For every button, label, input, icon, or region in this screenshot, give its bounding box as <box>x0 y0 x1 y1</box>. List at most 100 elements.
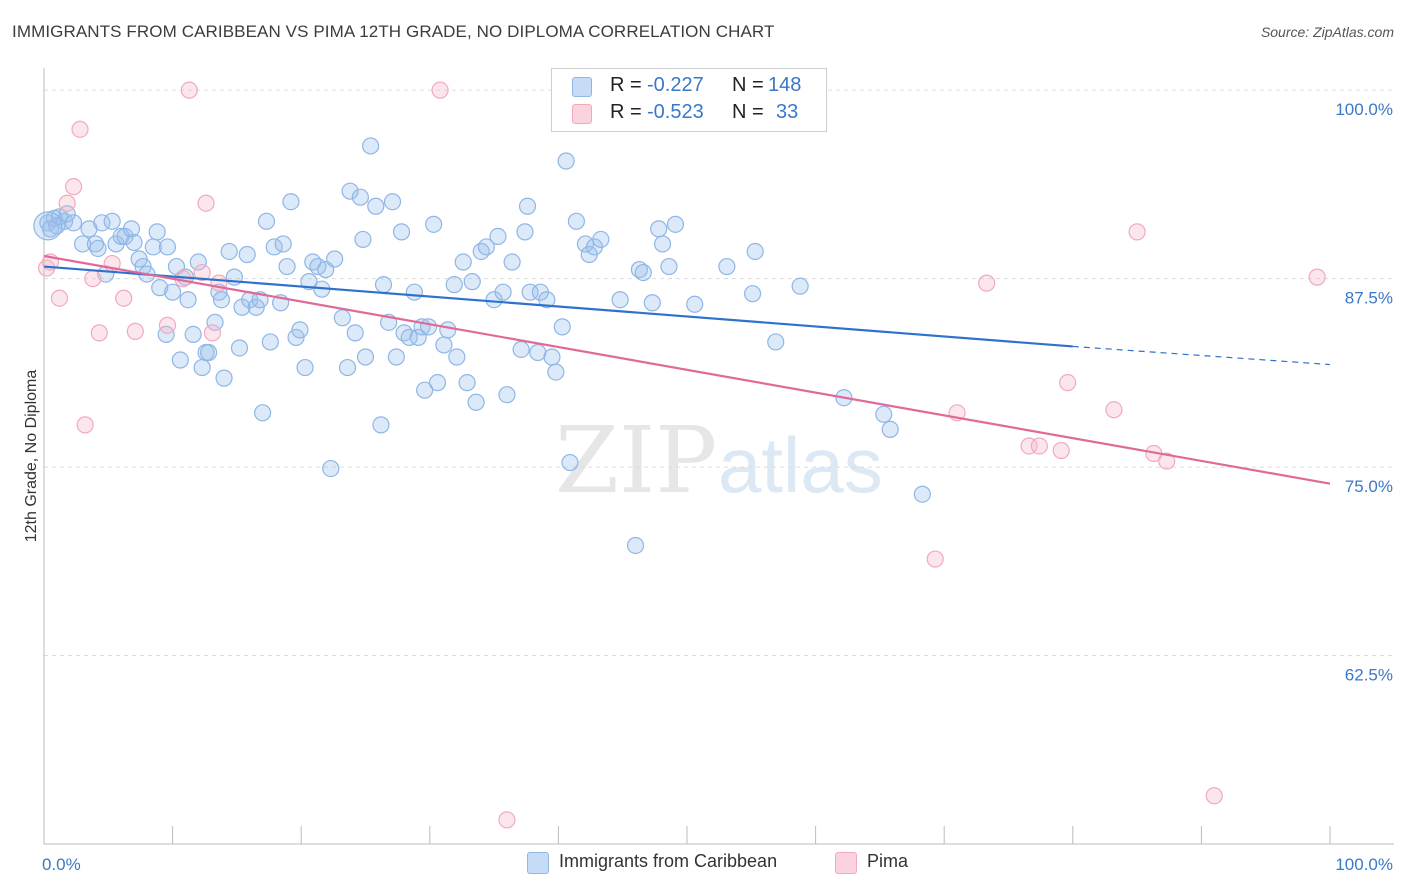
legend-swatch-pink <box>572 104 592 124</box>
data-point-caribbean <box>257 212 276 230</box>
data-point-caribbean <box>518 197 537 215</box>
bottom-legend-label: Pima <box>867 851 909 871</box>
watermark-zip: ZIP <box>555 407 717 514</box>
data-point-caribbean <box>278 257 296 276</box>
data-point-pima <box>1128 223 1146 241</box>
data-point-caribbean <box>274 235 292 253</box>
data-point-caribbean <box>791 277 809 295</box>
legend-r-label: R = <box>610 74 642 96</box>
data-point-caribbean <box>184 325 202 343</box>
data-point-pima <box>926 550 944 568</box>
data-point-caribbean <box>179 291 197 309</box>
data-point-caribbean <box>215 369 233 387</box>
data-point-caribbean <box>477 238 495 256</box>
data-point-caribbean <box>653 235 672 253</box>
data-point-pima <box>64 178 83 196</box>
data-point-caribbean <box>553 318 571 336</box>
trendline-caribbean-extension <box>1072 345 1331 366</box>
legend-r-value: -0.227 <box>647 74 704 96</box>
data-point-caribbean <box>125 233 143 252</box>
data-point-caribbean <box>346 324 364 342</box>
data-point-pima <box>193 263 211 282</box>
chart-title: IMMIGRANTS FROM CARIBBEAN VS PIMA 12TH G… <box>12 22 775 41</box>
data-point-caribbean <box>230 339 249 357</box>
data-point-caribbean <box>265 238 283 256</box>
data-point-caribbean <box>634 263 652 282</box>
data-point-caribbean <box>445 276 463 294</box>
data-point-caribbean <box>428 374 447 392</box>
data-point-pima <box>115 289 133 307</box>
data-point-caribbean <box>666 215 685 233</box>
data-point-pima <box>203 324 222 342</box>
data-point-caribbean <box>718 257 736 276</box>
watermark-atlas: atlas <box>718 421 883 509</box>
data-point-caribbean <box>503 253 521 271</box>
data-point-caribbean <box>238 245 256 264</box>
bottom-legend-swatch-blue <box>527 852 549 874</box>
data-point-caribbean <box>494 283 512 301</box>
data-point-pima <box>978 274 996 292</box>
y-axis-label: 12th Grade, No Diploma <box>23 370 40 543</box>
data-point-caribbean <box>439 321 457 339</box>
data-point-caribbean <box>387 348 405 366</box>
chart-source: Source: ZipAtlas.com <box>1260 24 1394 40</box>
data-point-caribbean <box>538 291 556 309</box>
data-point-caribbean <box>374 276 393 294</box>
data-point-caribbean <box>148 223 166 241</box>
data-point-caribbean <box>300 273 318 291</box>
data-point-caribbean <box>400 328 418 347</box>
data-point-caribbean <box>351 188 369 206</box>
y-tick-label: 75.0% <box>1345 477 1393 496</box>
legend-r-value: -0.523 <box>647 101 704 123</box>
data-point-caribbean <box>498 386 516 404</box>
data-point-caribbean <box>356 348 375 366</box>
data-point-caribbean <box>171 351 189 369</box>
data-point-caribbean <box>611 291 629 309</box>
data-point-caribbean <box>157 325 175 343</box>
bottom-legend-label: Immigrants from Caribbean <box>559 851 778 871</box>
data-point-caribbean <box>73 235 92 253</box>
legend-r-label: R = <box>610 101 642 123</box>
data-point-caribbean <box>592 230 610 249</box>
data-point-pima <box>1059 374 1077 392</box>
data-point-caribbean <box>512 340 530 359</box>
data-point-pima <box>1052 441 1070 460</box>
data-point-caribbean <box>650 220 668 238</box>
data-point-caribbean <box>416 381 434 399</box>
data-point-pima <box>50 289 69 307</box>
legend-swatch-blue <box>572 77 592 97</box>
data-point-caribbean <box>341 182 359 200</box>
data-point-pima <box>126 322 144 340</box>
data-point-caribbean <box>875 405 893 423</box>
legend-n-value: 33 <box>776 101 799 123</box>
trendline-pima <box>43 254 1331 485</box>
data-point-caribbean <box>626 536 645 555</box>
data-point-caribbean <box>913 485 931 503</box>
data-point-caribbean <box>86 235 105 253</box>
x-tick-label: 100.0% <box>1335 855 1393 874</box>
data-point-pima <box>76 416 94 434</box>
data-point-caribbean <box>767 333 785 351</box>
data-point-caribbean <box>189 253 207 271</box>
data-point-caribbean <box>529 343 547 362</box>
data-point-caribbean <box>660 257 678 276</box>
data-point-pima <box>498 811 516 829</box>
data-point-pima <box>180 81 198 99</box>
data-point-caribbean <box>746 242 764 261</box>
data-point-caribbean <box>372 416 390 434</box>
data-point-caribbean <box>291 321 309 339</box>
data-point-caribbean <box>419 318 438 336</box>
data-point-caribbean <box>467 393 485 411</box>
legend-n-label: N = <box>732 74 764 96</box>
legend-row-caribbean: R = -0.227 N = 148 <box>552 74 826 100</box>
data-point-caribbean <box>367 197 385 215</box>
data-point-caribbean <box>296 358 314 377</box>
data-point-caribbean <box>326 250 344 268</box>
data-point-caribbean <box>103 212 121 230</box>
y-tick-label: 87.5% <box>1345 289 1393 308</box>
data-point-caribbean <box>362 137 380 155</box>
data-point-pima <box>1308 268 1326 286</box>
legend-n-label: N = <box>732 101 764 123</box>
data-point-pima <box>71 120 89 138</box>
